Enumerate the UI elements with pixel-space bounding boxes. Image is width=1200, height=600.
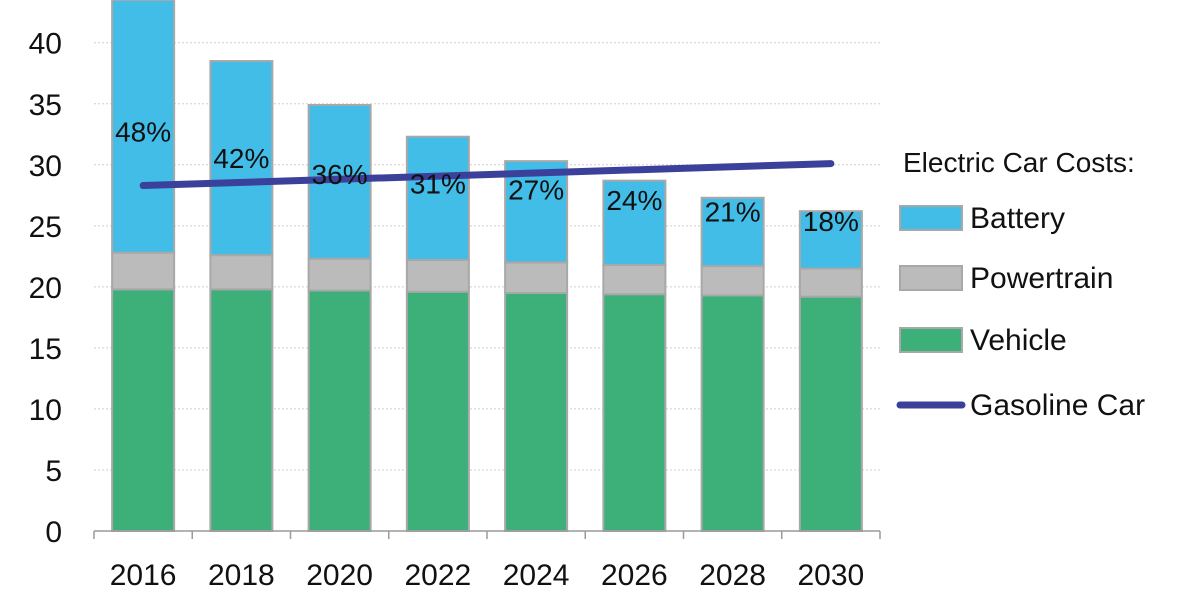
bar-powertrain-2022 (405, 259, 470, 293)
y-tick-label: 35 (29, 89, 62, 122)
battery-share-label: 27% (508, 174, 564, 205)
x-tick-label-2024: 2024 (503, 559, 570, 592)
bar-powertrain-2030 (798, 267, 863, 298)
bar-battery-2022 (405, 135, 470, 262)
x-tick-label-2016: 2016 (110, 559, 177, 592)
legend-label-powertrain: Powertrain (970, 262, 1113, 295)
y-tick-label: 20 (29, 272, 62, 305)
legend-swatch-powertrain (899, 265, 963, 291)
data-labels: 48% 42% 36% 31% 27% 24% 21% 18% (115, 116, 859, 237)
y-tick-label: 40 (29, 28, 62, 61)
legend-label-vehicle: Vehicle (970, 324, 1067, 357)
bar-powertrain-2028 (700, 265, 765, 297)
axes: 0 5 10 15 20 25 30 35 40 2016 2018 2020 2022 2024 2026… (29, 28, 881, 592)
x-tick-label-2018: 2018 (208, 559, 275, 592)
legend-label-gasoline-car: Gasoline Car (970, 389, 1145, 422)
gasoline-line-layer (139, 160, 835, 190)
bar-vehicle-2030 (798, 295, 863, 533)
x-tick-label-2026: 2026 (601, 559, 668, 592)
bar-battery-2016 (111, 0, 176, 254)
bar-vehicle-2028 (700, 294, 765, 532)
battery-share-label: 48% (115, 116, 171, 147)
x-tick-label-2022: 2022 (405, 559, 472, 592)
battery-share-label: 36% (312, 159, 368, 190)
bar-vehicle-2020 (307, 289, 372, 532)
x-tick-label-2028: 2028 (699, 559, 766, 592)
legend-swatch-vehicle (899, 327, 963, 353)
y-tick-label: 15 (29, 333, 62, 366)
bar-battery-2028 (700, 196, 765, 268)
bar-battery-2018 (209, 60, 274, 257)
gasoline-car-line (139, 160, 835, 190)
y-tick-label: 10 (29, 394, 62, 427)
x-tick-label-2020: 2020 (306, 559, 373, 592)
y-tick-label: 5 (45, 455, 62, 488)
bar-powertrain-2026 (602, 263, 667, 296)
bar-battery-2030 (798, 210, 863, 270)
bar-vehicle-2026 (602, 293, 667, 533)
bar-battery-2024 (504, 160, 569, 264)
bar-vehicle-2022 (405, 290, 470, 533)
bar-stacks (111, 0, 863, 533)
bar-powertrain-2020 (307, 257, 372, 292)
y-tick-label: 25 (29, 211, 62, 244)
grid-lines (94, 42, 880, 471)
battery-share-label: 24% (606, 185, 662, 216)
legend-label-battery: Battery (970, 202, 1065, 235)
bar-powertrain-2016 (111, 251, 176, 291)
battery-share-label: 21% (705, 196, 761, 227)
battery-share-label: 42% (213, 143, 269, 174)
bar-battery-2026 (602, 179, 667, 266)
bar-powertrain-2024 (504, 261, 569, 294)
bar-vehicle-2018 (209, 288, 274, 532)
legend-title: Electric Car Costs: (903, 147, 1135, 178)
bar-vehicle-2024 (504, 291, 569, 532)
y-tick-label: 30 (29, 150, 62, 183)
x-tick-label-2030: 2030 (798, 559, 865, 592)
bar-vehicle-2016 (111, 288, 176, 532)
battery-share-label: 18% (803, 206, 859, 237)
bar-powertrain-2018 (209, 254, 274, 291)
y-tick-label: 0 (45, 516, 62, 549)
legend-swatch-battery (899, 205, 963, 231)
legend: Electric Car Costs: Battery Powertrain Vehi… (896, 147, 1145, 422)
battery-share-label: 31% (410, 169, 466, 200)
